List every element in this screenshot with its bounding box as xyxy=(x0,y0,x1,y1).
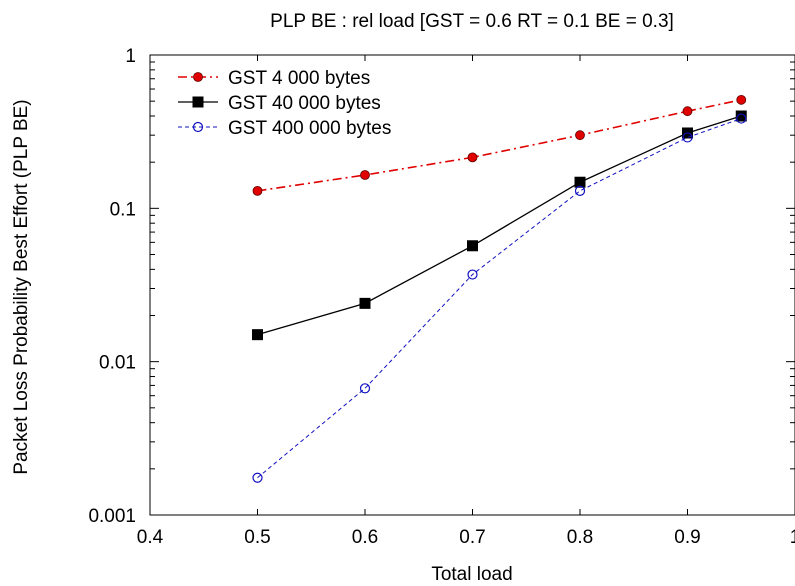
series-line xyxy=(257,115,742,336)
y-tick-label: 0.01 xyxy=(99,353,136,374)
data-point xyxy=(252,472,263,483)
x-axis-title: Total load xyxy=(431,564,512,585)
x-tick-label: 1 xyxy=(790,527,795,548)
x-tick-label: 0.9 xyxy=(674,527,700,548)
data-point xyxy=(360,170,370,180)
legend-item: GST 40 000 bytes xyxy=(178,93,381,114)
x-tick-label: 0.6 xyxy=(352,527,378,548)
data-point xyxy=(682,106,693,117)
data-point xyxy=(736,94,747,105)
x-tick-label: 0.4 xyxy=(137,527,164,548)
data-point xyxy=(467,152,478,163)
legend-label: GST 400 000 bytes xyxy=(228,118,391,139)
y-tick-label: 0.1 xyxy=(110,199,136,220)
x-tick-label: 0.7 xyxy=(459,527,485,548)
data-point xyxy=(359,297,371,309)
data-point xyxy=(359,383,371,394)
y-tick-label: 1 xyxy=(125,46,136,67)
legend-marker xyxy=(192,96,204,108)
series-layer xyxy=(252,94,747,483)
series-1 xyxy=(252,94,747,196)
y-tick-label: 0.001 xyxy=(88,506,136,527)
legend: GST 4 000 bytes GST 40 000 bytes GST 400 0… xyxy=(178,68,391,139)
legend-marker xyxy=(192,121,204,133)
y-axis: 0.001 0.01 0.1 1 xyxy=(88,46,795,527)
data-point xyxy=(574,185,586,196)
series-3 xyxy=(252,113,747,483)
legend-marker xyxy=(193,72,203,82)
data-point xyxy=(736,113,747,124)
legend-item: GST 400 000 bytes xyxy=(178,118,391,139)
series-line xyxy=(257,118,742,479)
legend-item: GST 4 000 bytes xyxy=(178,68,370,89)
data-point xyxy=(574,176,586,188)
data-point xyxy=(467,269,478,280)
data-point xyxy=(735,110,747,122)
chart-title: PLP BE : rel load [GST = 0.6 RT = 0.1 BE… xyxy=(270,11,674,32)
legend-label: GST 40 000 bytes xyxy=(228,93,381,114)
data-point xyxy=(252,185,263,196)
data-point xyxy=(682,132,693,143)
data-point xyxy=(252,329,263,341)
y-axis-title: Packet Loss Probability Best Effort (PLP… xyxy=(11,99,32,474)
data-point xyxy=(467,240,478,252)
legend-label: GST 4 000 bytes xyxy=(228,68,370,89)
x-tick-label: 0.8 xyxy=(567,527,593,548)
data-point xyxy=(575,130,585,141)
series-line xyxy=(257,99,742,192)
x-tick-label: 0.5 xyxy=(244,527,270,548)
x-axis: 0.4 0.5 0.6 0.7 0.8 0.9 1 xyxy=(137,55,795,548)
